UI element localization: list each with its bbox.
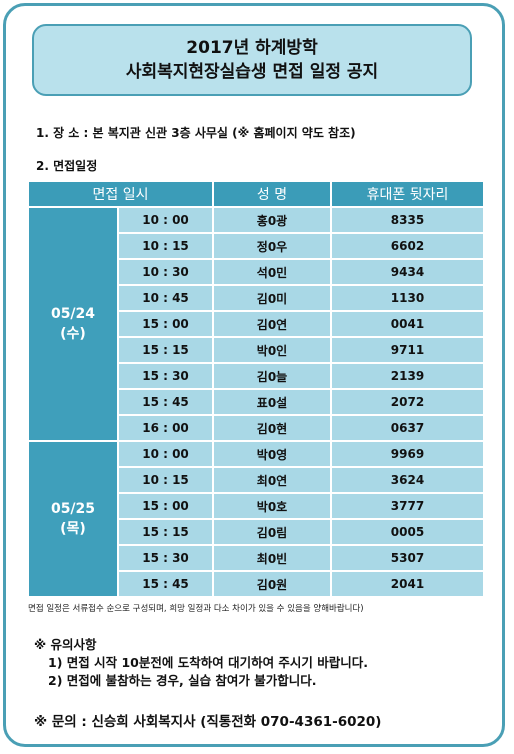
table-row: 05/24 (수) 10 : 00 홍0광 8335 (27, 206, 485, 442)
date-cell: 05/24 (수) (27, 206, 119, 442)
table-body: 05/24 (수) 10 : 00 홍0광 8335 10 : 15 정0우 6602 10 :… (27, 206, 485, 598)
table-row: 16 : 00 김0현 0637 (28, 414, 485, 442)
notes: ※ 유의사항 1) 면접 시작 10분전에 도착하여 대기하여 주시기 바랍니다… (34, 636, 368, 690)
time: 10 : 45 (117, 284, 214, 312)
table-row: 15 : 00 김0연 0041 (28, 310, 485, 338)
name: 김0원 (212, 570, 332, 598)
name: 김0현 (212, 414, 332, 442)
table-row: 15 : 30 최0빈 5307 (28, 544, 485, 572)
location: 1. 장 소 : 본 복지관 신관 3층 사무실 (※ 홈페이지 약도 참조) (36, 126, 356, 140)
table-row: 10 : 45 김0미 1130 (28, 284, 485, 312)
phone: 1130 (330, 284, 485, 312)
day: (목) (60, 521, 86, 537)
header-cell: 면접 일시 (27, 180, 214, 208)
schedule-label: 2. 면접일정 (36, 159, 98, 173)
phone: 3624 (330, 466, 485, 494)
phone: 0637 (330, 414, 485, 442)
time: 16 : 00 (117, 414, 214, 442)
name: 박0인 (212, 336, 332, 364)
table-row: 15 : 45 김0원 2041 (28, 570, 485, 598)
table-row: 15 : 00 박0호 3777 (28, 492, 485, 520)
date-cell: 05/25 (목) (27, 440, 119, 598)
phone: 9711 (330, 336, 485, 364)
time: 15 : 15 (117, 336, 214, 364)
time: 15 : 00 (117, 310, 214, 338)
name: 홍0광 (212, 206, 332, 234)
time: 15 : 45 (117, 388, 214, 416)
header-cell: 휴대폰 뒷자리 (330, 180, 485, 208)
day: (수) (60, 326, 86, 342)
name: 표0설 (212, 388, 332, 416)
table-row: 10 : 15 정0우 6602 (28, 232, 485, 260)
name: 김0연 (212, 310, 332, 338)
table-row: 10 : 15 최0연 3624 (28, 466, 485, 494)
date: 05/25 (50, 501, 96, 517)
name: 김0늘 (212, 362, 332, 390)
title: 사회복지현장실습생 면접 일정 공지 (125, 62, 379, 82)
notes-title: ※ 유의사항 (34, 637, 97, 652)
name: 김0미 (212, 284, 332, 312)
contact: ※ 문의 : 신승희 사회복지사 (직통전화 070-4361-6020) (34, 714, 382, 730)
phone: 0041 (330, 310, 485, 338)
time: 10 : 15 (117, 466, 214, 494)
header-cell: 성 명 (212, 180, 332, 208)
time: 15 : 30 (117, 544, 214, 572)
phone: 2139 (330, 362, 485, 390)
note-item: 1) 면접 시작 10분전에 도착하여 대기하여 주시기 바랍니다. (48, 655, 369, 670)
table-row: 15 : 30 김0늘 2139 (28, 362, 485, 390)
table-row: 05/25 (목) 10 : 00 박0영 9969 (27, 440, 485, 598)
time: 15 : 15 (117, 518, 214, 546)
phone: 2041 (330, 570, 485, 598)
time: 15 : 30 (117, 362, 214, 390)
phone: 9969 (330, 440, 485, 468)
phone: 0005 (330, 518, 485, 546)
phone: 8335 (330, 206, 485, 234)
table-row: 15 : 15 박0인 9711 (28, 336, 485, 364)
phone: 6602 (330, 232, 485, 260)
phone: 2072 (330, 388, 485, 416)
time: 10 : 00 (117, 440, 214, 468)
note-item: 2) 면접에 불참하는 경우, 실습 참여가 불가합니다. (48, 673, 317, 688)
table-row: 15 : 45 표0설 2072 (28, 388, 485, 416)
name: 김0림 (212, 518, 332, 546)
title: 2017년 하계방학 (186, 38, 318, 58)
name: 박0호 (212, 492, 332, 520)
phone: 9434 (330, 258, 485, 286)
time: 10 : 00 (117, 206, 214, 234)
name: 최0빈 (212, 544, 332, 572)
header: 2017년 하계방학 사회복지현장실습생 면접 일정 공지 (32, 24, 472, 96)
table-row: 15 : 15 김0림 0005 (28, 518, 485, 546)
time: 15 : 45 (117, 570, 214, 598)
footnote: 면접 일정은 서류접수 순으로 구성되며, 희망 일정과 다소 차이가 있을 수… (28, 604, 364, 614)
time: 10 : 15 (117, 232, 214, 260)
name: 최0연 (212, 466, 332, 494)
name: 박0영 (212, 440, 332, 468)
header-row: 면접 일시 성 명 휴대폰 뒷자리 (27, 180, 485, 208)
table-row: 10 : 30 석0민 9434 (28, 258, 485, 286)
frame (3, 3, 505, 747)
name: 정0우 (212, 232, 332, 260)
date: 05/24 (50, 306, 96, 322)
schedule-table: 면접 일시 성 명 휴대폰 뒷자리 05/24 (수) 10 : 00 홍0광 8335… (27, 180, 485, 598)
time: 15 : 00 (117, 492, 214, 520)
phone: 5307 (330, 544, 485, 572)
name: 석0민 (212, 258, 332, 286)
time: 10 : 30 (117, 258, 214, 286)
phone: 3777 (330, 492, 485, 520)
